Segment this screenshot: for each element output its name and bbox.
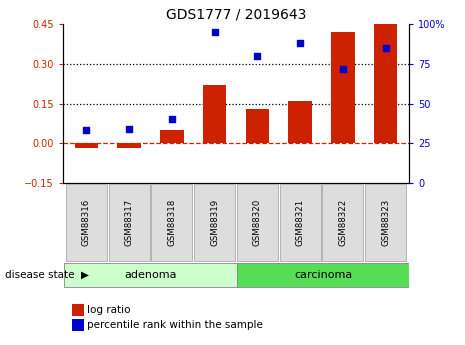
Text: GSM88323: GSM88323 (381, 199, 390, 246)
Bar (203, 85, 226, 143)
FancyBboxPatch shape (194, 184, 235, 262)
FancyBboxPatch shape (237, 184, 278, 262)
FancyBboxPatch shape (237, 263, 410, 287)
Text: GSM88317: GSM88317 (125, 199, 133, 246)
Bar (160, 130, 184, 143)
Point (296, 40, 304, 46)
Bar (246, 109, 269, 143)
Point (382, 45, 389, 51)
Title: GDS1777 / 2019643: GDS1777 / 2019643 (166, 8, 306, 22)
Text: GSM88322: GSM88322 (339, 199, 347, 246)
Bar (117, 143, 141, 148)
FancyBboxPatch shape (151, 184, 193, 262)
FancyBboxPatch shape (365, 184, 406, 262)
Bar (288, 101, 312, 143)
Point (253, 53, 261, 59)
Text: percentile rank within the sample: percentile rank within the sample (87, 321, 263, 330)
Text: adenoma: adenoma (124, 270, 177, 280)
Bar (74, 143, 98, 148)
Bar (374, 24, 398, 143)
Point (83, 128, 90, 133)
Text: carcinoma: carcinoma (294, 270, 353, 280)
Text: disease state  ▶: disease state ▶ (5, 270, 89, 280)
Text: GSM88321: GSM88321 (296, 199, 305, 246)
FancyBboxPatch shape (66, 184, 107, 262)
FancyBboxPatch shape (322, 184, 364, 262)
Point (126, 126, 133, 132)
FancyBboxPatch shape (64, 263, 237, 287)
FancyBboxPatch shape (279, 184, 321, 262)
Point (168, 117, 176, 122)
Text: GSM88319: GSM88319 (210, 199, 219, 246)
Text: GSM88316: GSM88316 (82, 199, 91, 246)
Text: log ratio: log ratio (87, 305, 131, 315)
Text: GSM88320: GSM88320 (253, 199, 262, 246)
Point (211, 29, 219, 35)
Bar (331, 32, 355, 143)
Point (339, 66, 346, 71)
Text: GSM88318: GSM88318 (167, 199, 176, 246)
FancyBboxPatch shape (108, 184, 150, 262)
